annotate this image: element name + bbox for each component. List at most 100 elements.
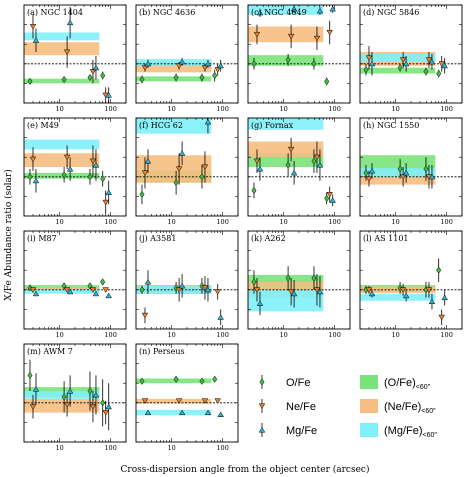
point-mg [428, 173, 436, 180]
x-tick-label: 100 [216, 105, 228, 113]
band-mg [360, 168, 436, 177]
point-o [311, 60, 317, 68]
point-o [324, 194, 330, 203]
point-mg [204, 60, 212, 67]
band-mg [136, 59, 212, 66]
band-ne [360, 286, 436, 293]
panel-title: (j) A3581 [139, 234, 176, 243]
point-mg [32, 385, 40, 392]
x-tick-label: 10 [56, 331, 64, 339]
point-o [61, 393, 67, 401]
point-ne [63, 154, 71, 161]
point-o [173, 179, 179, 187]
x-tick-label: 10 [56, 105, 64, 113]
point-mg [144, 409, 152, 416]
point-o [436, 69, 442, 78]
point-o [61, 171, 67, 179]
x-tick-label: 10 [168, 331, 176, 339]
x-tick-label: 100 [216, 218, 228, 226]
x-tick-label: 100 [328, 105, 340, 113]
x-tick-label: 100 [328, 331, 340, 339]
legend-marker-o [259, 378, 265, 386]
panel: 10 100 (d) NGC 5846 [359, 4, 463, 113]
point-o [100, 278, 106, 286]
x-tick-label: 100 [440, 105, 452, 113]
point-ne [287, 146, 295, 153]
point-ne [29, 404, 37, 410]
x-tick-label: 100 [328, 218, 340, 226]
point-mg [105, 92, 112, 98]
legend: O/Fe Ne/Fe Mg/Fe (O/Fe)<60″ (Ne/Fe)<60″ (Mg/F… [258, 375, 437, 439]
band-mg [24, 32, 100, 41]
point-mg [290, 169, 298, 176]
point-ne [201, 285, 209, 291]
point-ne [201, 164, 209, 171]
point-o [27, 77, 33, 86]
point-mg [290, 290, 298, 297]
point-o [436, 266, 442, 274]
point-ne [399, 57, 407, 63]
panel-title: (m) AWM 7 [27, 347, 73, 356]
x-tick-label: 10 [392, 105, 400, 113]
panel: 10 100 (b) NGC 4636 [135, 4, 239, 113]
panel-frame [135, 4, 239, 104]
point-o [311, 274, 317, 282]
point-ne [141, 398, 149, 404]
panel-title: (b) NGC 4636 [139, 8, 195, 17]
panel-title: (l) AS 1101 [363, 234, 409, 243]
point-ne [175, 166, 183, 173]
point-ne [365, 287, 373, 293]
legend-marker-mg [258, 426, 266, 433]
panel-title: (g) Fornax [251, 121, 294, 130]
point-ne [287, 289, 295, 295]
panel-frame [135, 230, 239, 330]
x-tick-label: 10 [280, 331, 288, 339]
legend-label: Mg/Fe [286, 425, 317, 437]
x-tick-label: 100 [104, 105, 116, 113]
point-ne [102, 410, 109, 416]
point-mg [144, 158, 152, 164]
point-ne [313, 287, 321, 293]
band-ne [248, 141, 324, 158]
panel: 10 100 (i) M87 [23, 230, 127, 339]
point-o [87, 387, 93, 395]
point-ne [287, 33, 295, 40]
band-mg [136, 409, 212, 416]
point-mg [66, 288, 74, 295]
point-o [139, 75, 145, 84]
point-ne [399, 287, 407, 293]
panel: 10 100 (e) M49 [23, 117, 127, 226]
legend-band-mg [360, 423, 378, 437]
point-o [27, 371, 33, 380]
point-ne [175, 287, 183, 293]
point-mg [144, 278, 152, 285]
point-ne [313, 35, 321, 42]
point-mg [217, 411, 224, 418]
point-mg [329, 197, 336, 203]
x-tick-label: 10 [280, 105, 288, 113]
x-tick-label: 10 [56, 444, 64, 452]
band-mg [248, 118, 324, 130]
x-tick-label: 100 [216, 444, 228, 452]
band-o [136, 76, 212, 82]
point-mg [402, 292, 410, 299]
point-mg [402, 60, 410, 67]
x-tick-label: 10 [392, 331, 400, 339]
point-ne [102, 287, 109, 293]
point-mg [204, 286, 212, 293]
point-mg [441, 62, 448, 69]
point-ne [89, 404, 97, 410]
point-ne [253, 158, 261, 165]
point-mg [66, 165, 74, 172]
x-tick-label: 10 [168, 218, 176, 226]
point-o [87, 73, 93, 82]
point-o [285, 274, 291, 282]
band-mg [360, 293, 436, 301]
point-o [27, 284, 33, 292]
point-ne [29, 287, 37, 293]
band-ne [136, 61, 212, 73]
point-ne [253, 31, 261, 38]
point-ne [214, 289, 221, 295]
x-tick-label: 10 [56, 218, 64, 226]
legend-label: Ne/Fe [286, 401, 316, 413]
